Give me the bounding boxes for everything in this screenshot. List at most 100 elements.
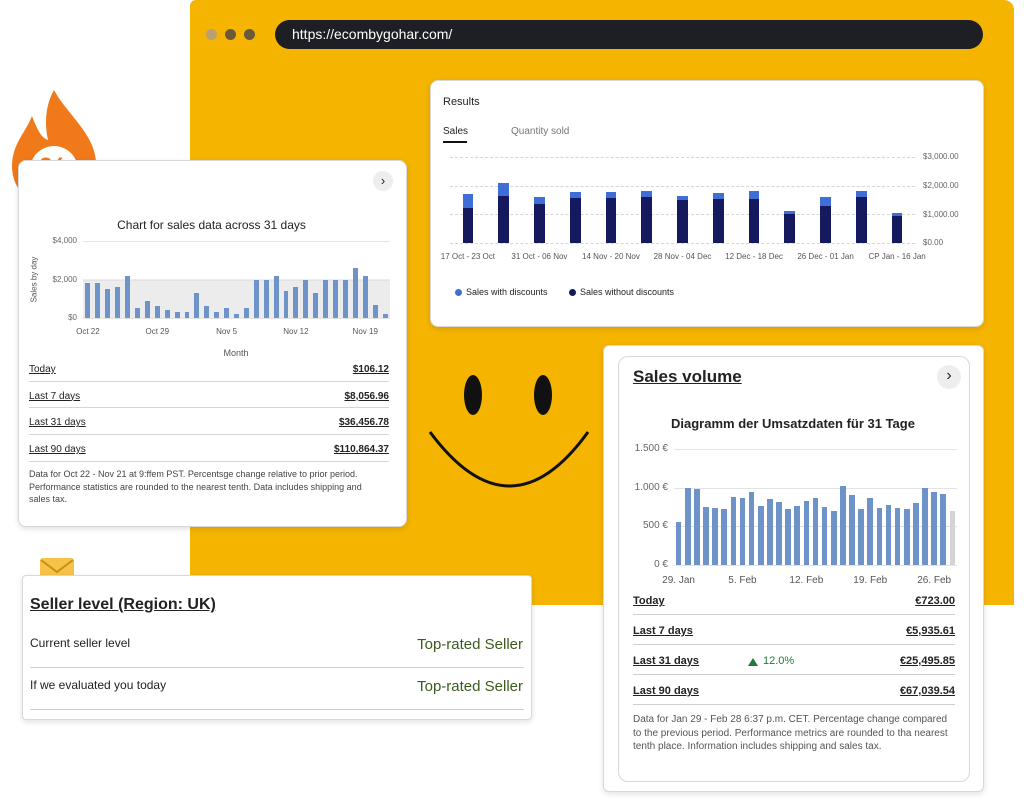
expand-button[interactable]: › [373,171,393,191]
bar [855,191,867,198]
bar [821,507,828,565]
bar [534,197,545,204]
bar [85,283,91,318]
x-tick-label: 5. Feb [728,575,757,586]
bar [243,308,249,318]
bar [174,312,180,318]
smiley [428,375,590,488]
bar [894,507,901,565]
window-dot [225,29,236,40]
bar [776,501,782,565]
x-tick-label: 28 Nov - 04 Dec [653,252,712,261]
stat-change: 12.0% [763,655,795,667]
bar [867,498,874,565]
tab[interactable]: Quantity sold [511,126,570,137]
y-tick-label: $1,000.00 [923,209,959,219]
legend-label: Sales with discounts [466,287,548,297]
x-tick-label: 26. Feb [917,575,952,586]
plot-shade [83,279,390,318]
bar [641,191,653,198]
x-axis-label: Month [223,348,249,358]
bar [313,292,319,318]
legend-swatch [455,289,462,296]
bar [767,499,773,565]
row-separator [633,613,955,615]
x-tick-label: 19. Feb [853,575,888,586]
bar [712,193,724,200]
bar [876,507,883,565]
x-tick-label: 26 Dec - 01 Jan [797,252,854,261]
x-tick-label: CP Jan - 16 Jan [868,252,926,261]
bar [569,197,581,243]
bar [253,279,259,318]
bar [748,199,760,243]
bar [703,507,709,565]
row-separator [29,433,389,435]
bar [204,306,210,318]
stat-value: €25,495.85 [899,655,955,667]
y-tick-label: $0.00 [923,238,944,248]
bar [569,191,581,198]
bar [382,314,388,318]
stat-label: Last 7 days [29,390,81,402]
url-text: https://ecombygohar.com/ [292,26,453,42]
bar [164,310,170,318]
bar [748,191,760,200]
envelope-flap [40,559,74,574]
grid-line [450,185,915,187]
bar [730,496,737,565]
window-dot [206,29,217,40]
bar [534,204,545,243]
bar [154,306,160,318]
bar [462,193,474,208]
footnote: Data for Jan 29 - Feb 28 6:37 p.m. CET. … [633,714,948,752]
bar [784,214,796,243]
bar [352,267,358,318]
chart-title: Diagramm der Umsatzdaten für 31 Tage [671,416,915,431]
sales-card [18,160,407,527]
bar [303,279,309,318]
y-tick-label: $2,000 [52,274,77,284]
seller-row-label: If we evaluated you today [30,678,167,692]
volume-title: Sales volume [633,367,742,386]
change-arrow [748,658,758,666]
bar [855,197,867,243]
bar [224,308,230,318]
bar [693,489,700,565]
seller-card [22,575,532,720]
bar [820,197,831,206]
bar [803,500,810,565]
seller-row-value: Top-rated Seller [417,636,523,653]
bar [739,498,746,565]
grid-line [674,449,957,450]
smiley-eye [534,375,552,415]
volume-card [618,356,970,782]
y-tick-label: $3,000.00 [923,152,959,162]
bar [891,216,903,243]
bar [940,493,947,565]
bar [283,291,289,318]
x-tick-label: Nov 5 [216,327,238,336]
bar [794,506,801,565]
bar [95,283,101,318]
row-separator [633,643,955,645]
row-separator [29,407,389,409]
results-title: Results [443,96,480,108]
bar [125,275,131,318]
stat-label: Last 90 days [29,444,86,456]
y-tick-label: 500 € [642,520,668,532]
row-separator [633,703,955,705]
stat-label: Today [633,595,665,607]
expand-button[interactable]: › [937,365,961,389]
x-tick-label: Nov 12 [283,327,309,336]
stat-value: $106.12 [352,364,389,375]
bar [785,509,791,565]
stat-value: $110,864.37 [333,444,389,456]
tab[interactable]: Sales [443,126,469,137]
bar [812,497,819,565]
url-bar[interactable] [275,20,983,49]
bar [342,279,348,318]
stat-label: Last 31 days [633,655,700,667]
bar [605,191,617,198]
bar [913,503,919,565]
